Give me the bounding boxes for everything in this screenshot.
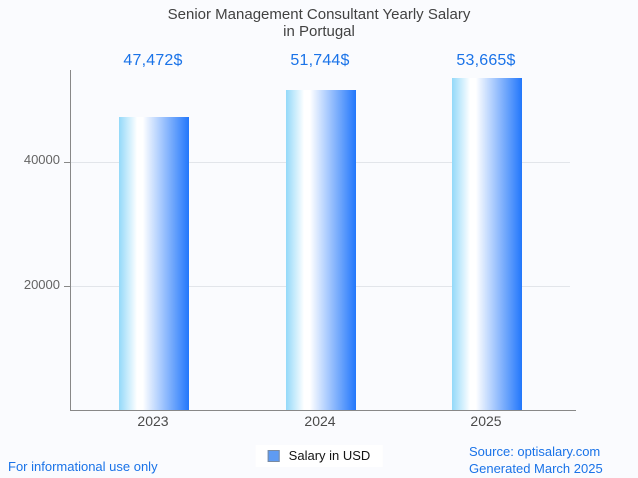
ytick-mark-40000 <box>64 162 70 163</box>
disclaimer-text: For informational use only <box>8 459 158 474</box>
source-link[interactable]: Source: optisalary.com <box>469 444 601 459</box>
xaxis-label-2023: 2023 <box>137 413 169 429</box>
ytick-mark-20000 <box>64 286 70 287</box>
chart-title-line2: in Portugal <box>283 23 355 40</box>
legend-label: Salary in USD <box>288 448 371 463</box>
xaxis-label-2024: 2024 <box>304 413 336 429</box>
xaxis-label-2025: 2025 <box>470 413 502 429</box>
salary-bar[interactable] <box>119 117 189 410</box>
salary-bar[interactable] <box>452 78 522 410</box>
legend-item-salary[interactable]: Salary in USD <box>255 445 383 467</box>
bar-value-label-2023: 47,472$ <box>123 52 183 69</box>
bar-value-label-2025: 53,665$ <box>456 52 516 69</box>
bar-value-label-2024: 51,744$ <box>290 52 350 69</box>
legend-marker-icon <box>267 449 280 462</box>
chart-title-line1: Senior Management Consultant Yearly Sala… <box>167 6 471 23</box>
ytick-label-20000: 20000 <box>23 277 60 292</box>
salary-bar[interactable] <box>286 90 356 410</box>
ytick-label-40000: 40000 <box>23 152 60 167</box>
chart-title: Senior Management Consultant Yearly Sala… <box>0 6 638 40</box>
generated-date: Generated March 2025 <box>469 461 603 476</box>
plot-area <box>64 70 576 411</box>
source-block: Source: optisalary.com Generated March 2… <box>469 443 603 477</box>
